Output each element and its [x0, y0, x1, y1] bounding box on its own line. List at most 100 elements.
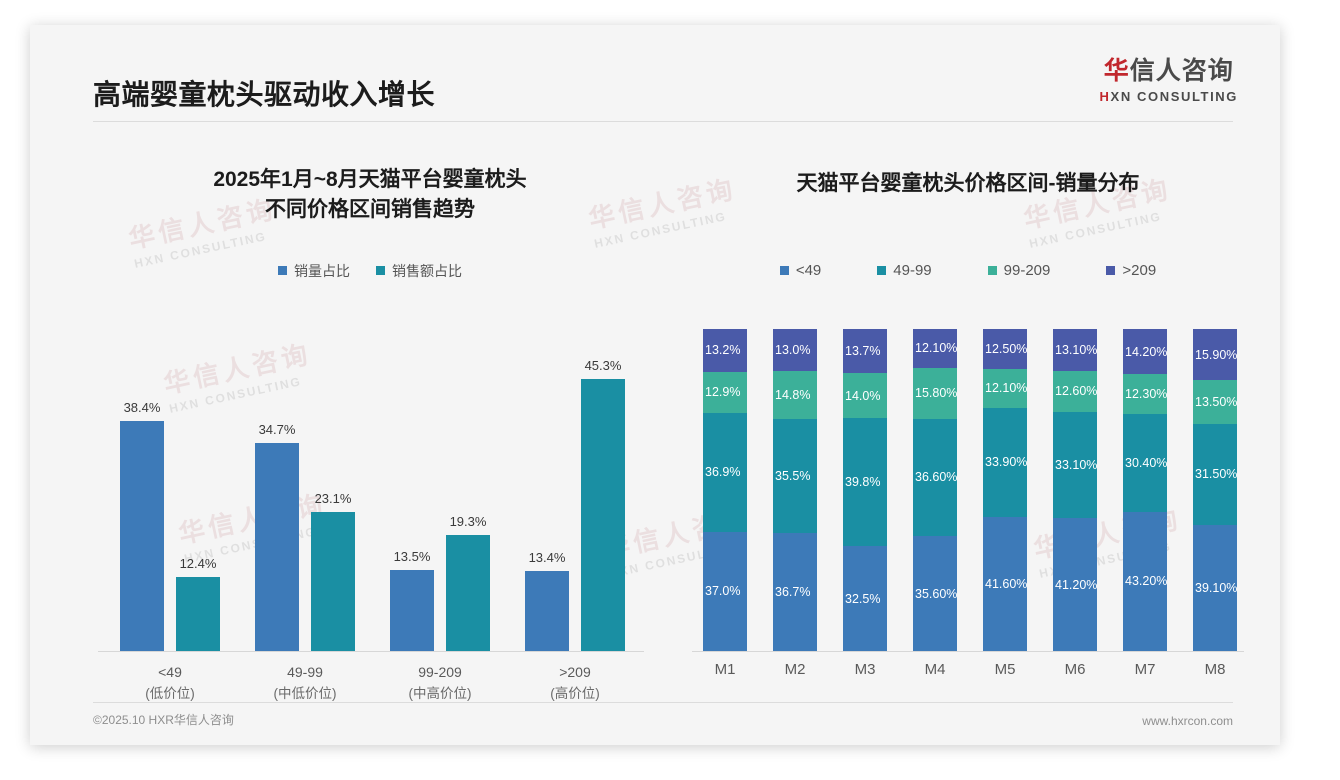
bar-49-99-销售额占比[interactable]: 23.1%: [311, 491, 355, 651]
stack-segment-99-209: 12.60%: [1053, 371, 1097, 412]
stack-segment-value: 15.90%: [1195, 347, 1237, 362]
stack-segment-<49: 43.20%: [1123, 511, 1167, 651]
bar-rect: [311, 512, 355, 651]
company-logo: 华信人咨询 HXN CONSULTING: [1099, 57, 1238, 104]
slide-header: 高端婴童枕头驱动收入增长 华信人咨询 HXN CONSULTING: [30, 25, 1280, 122]
legend-item-1[interactable]: 49-99: [877, 262, 932, 279]
stack-segment-value: 14.20%: [1125, 344, 1167, 359]
stack-segment-value: 35.5%: [775, 468, 811, 483]
stack-segment->209: 13.10%: [1053, 329, 1097, 372]
stack-segment-value: 37.0%: [705, 584, 741, 599]
stack-segment-value: 13.2%: [705, 343, 741, 358]
x-axis-label-M4: M4: [924, 661, 946, 678]
stack-segment-49-99: 36.9%: [703, 413, 747, 532]
stack-segment-value: 12.30%: [1125, 387, 1167, 402]
stack-segment-value: 41.60%: [985, 577, 1027, 592]
legend-item-3[interactable]: >209: [1106, 262, 1156, 279]
stack-segment-value: 31.50%: [1195, 467, 1237, 482]
left-chart-title-line1: 2025年1月~8月天猫平台婴童枕头: [213, 168, 527, 191]
chart-panel-right: 天猫平台婴童枕头价格区间-销量分布 <49 49-99 99-209 >209 13.…: [678, 137, 1258, 712]
stack-segment-value: 32.5%: [845, 591, 881, 606]
bar-rect: [446, 535, 490, 651]
stack-segment-value: 35.60%: [915, 586, 957, 601]
bar-group-99-209: 13.5% 19.3%: [382, 514, 498, 651]
bar->209-销量占比[interactable]: 13.4%: [525, 550, 569, 651]
bar-value-label: 12.4%: [179, 555, 217, 571]
bar-<49-销量占比[interactable]: 38.4%: [120, 400, 164, 651]
bar-value-label: 19.3%: [449, 514, 487, 530]
stacked-bar-M1[interactable]: 13.2% 12.9% 36.9% 37.0%: [703, 329, 747, 651]
bar-rect: [581, 379, 625, 651]
stack-segment-49-99: 33.90%: [983, 407, 1027, 518]
stack-segment-value: 43.20%: [1125, 574, 1167, 589]
stacked-bar-M2[interactable]: 13.0% 14.8% 35.5% 36.7%: [773, 329, 817, 651]
stack-segment-99-209: 12.9%: [703, 371, 747, 414]
right-chart-legend: <49 49-99 99-209 >209: [678, 262, 1258, 279]
stack-segment-49-99: 33.10%: [1053, 411, 1097, 519]
stack-segment-value: 36.60%: [915, 470, 957, 485]
bar-rect: [120, 420, 164, 651]
stack-segment-<49: 32.5%: [843, 546, 887, 651]
stacked-bar-M4[interactable]: 12.10% 15.80% 36.60% 35.60%: [913, 328, 957, 651]
x-axis-label-M8: M8: [1204, 661, 1226, 678]
bar-value-label: 34.7%: [258, 421, 296, 437]
stack-segment-value: 12.50%: [985, 341, 1027, 356]
legend-item-0[interactable]: <49: [779, 261, 822, 279]
stack-segment-value: 12.9%: [705, 385, 741, 400]
bar-value-label: 23.1%: [314, 491, 352, 507]
stacked-bar-M3[interactable]: 13.7% 14.0% 39.8% 32.5%: [843, 329, 887, 651]
stack-segment-49-99: 30.40%: [1123, 414, 1167, 512]
bar-rect: [255, 442, 299, 651]
stack-segment-<49: 41.20%: [1053, 518, 1097, 651]
stack-segment->209: 13.0%: [773, 329, 817, 371]
stack-segment-49-99: 36.60%: [913, 418, 957, 537]
stacked-bar-M5[interactable]: 12.50% 12.10% 33.90% 41.60%: [983, 328, 1027, 651]
stack-segment-49-99: 39.8%: [843, 418, 887, 547]
bar-rect: [525, 570, 569, 651]
bar-rect: [390, 570, 434, 651]
bar-99-209-销量占比[interactable]: 13.5%: [390, 549, 434, 651]
stack-segment->209: 12.50%: [983, 328, 1027, 369]
stack-segment-99-209: 12.10%: [983, 368, 1027, 408]
legend-item-0[interactable]: 销量占比: [278, 261, 350, 281]
x-axis-label-49-99: 49-99 (中低价位): [247, 662, 363, 705]
legend-item-2[interactable]: 99-209: [987, 262, 1050, 279]
x-axis-label-main: <49: [158, 664, 182, 680]
stack-segment-<49: 41.60%: [983, 517, 1027, 651]
bar-<49-销售额占比[interactable]: 12.4%: [176, 556, 220, 651]
stacked-bar-M7[interactable]: 14.20% 12.30% 30.40% 43.20%: [1123, 328, 1167, 651]
legend-label: 销售额占比: [392, 262, 462, 279]
bar-value-label: 38.4%: [123, 399, 161, 415]
bar-49-99-销量占比[interactable]: 34.7%: [255, 422, 299, 651]
bar->209-销售额占比[interactable]: 45.3%: [581, 358, 625, 651]
legend-swatch-icon: [987, 265, 997, 275]
logo-chinese-text: 华信人咨询: [1100, 57, 1238, 86]
legend-label: 销量占比: [294, 262, 350, 279]
right-chart-plot: 13.2% 12.9% 36.9% 37.0% M1 13.0% 14.8% 35.5% 36.…: [692, 327, 1244, 678]
stack-segment-value: 30.40%: [1125, 455, 1167, 470]
bar-value-label: 13.5%: [393, 549, 431, 564]
stack-segment->209: 15.90%: [1193, 329, 1237, 381]
stacked-bar-M6[interactable]: 13.10% 12.60% 33.10% 41.20%: [1053, 329, 1097, 651]
bar-99-209-销售额占比[interactable]: 19.3%: [446, 514, 490, 651]
legend-item-1[interactable]: 销售额占比: [376, 261, 462, 281]
x-axis-label-M6: M6: [1064, 661, 1086, 678]
legend-label: <49: [795, 261, 822, 279]
stack-segment-value: 39.8%: [845, 475, 881, 490]
stack-segment-value: 12.10%: [915, 341, 957, 356]
stack-segment-99-209: 13.50%: [1193, 380, 1237, 424]
x-axis-label-sub: (中低价位): [273, 685, 337, 701]
logo-chinese-rest: 信人咨询: [1129, 57, 1234, 85]
x-axis-label-M3: M3: [854, 661, 876, 678]
x-axis-label-M7: M7: [1134, 661, 1156, 678]
stack-segment-<49: 39.10%: [1193, 525, 1237, 651]
bar-value-label: 45.3%: [584, 358, 622, 374]
stack-segment-<49: 36.7%: [773, 532, 817, 651]
stack-segment-value: 13.0%: [775, 342, 811, 357]
footer-website: www.hxrcon.com: [1142, 714, 1233, 728]
stacked-bar-M8[interactable]: 15.90% 13.50% 31.50% 39.10%: [1193, 329, 1237, 651]
stack-segment-99-209: 14.0%: [843, 373, 887, 419]
x-axis-label-M5: M5: [994, 661, 1016, 678]
logo-en-accent: H: [1099, 88, 1111, 104]
header-divider: [93, 121, 1233, 122]
